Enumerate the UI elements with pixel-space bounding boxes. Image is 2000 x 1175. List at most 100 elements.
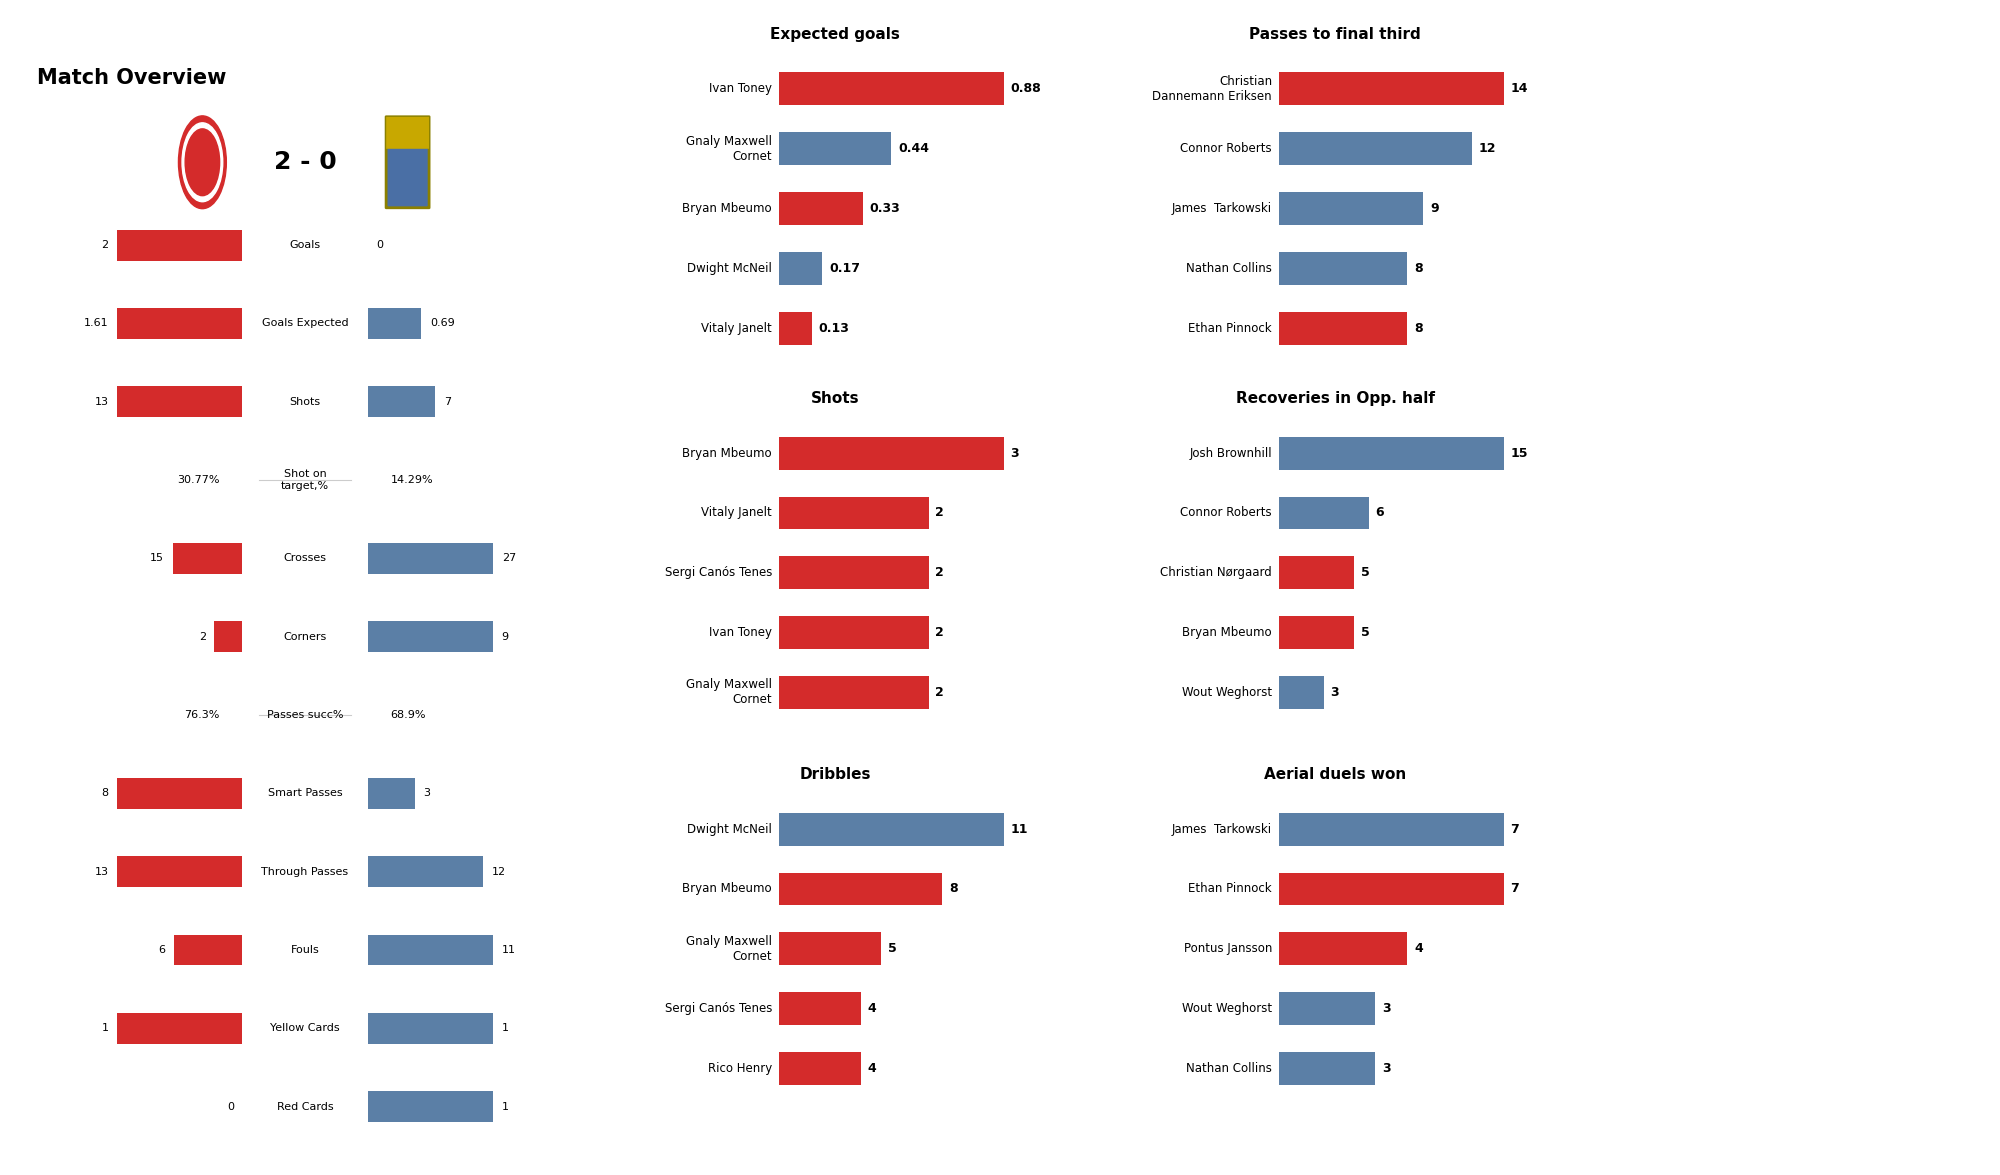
- Text: 0.33: 0.33: [870, 202, 900, 215]
- Text: 8: 8: [102, 788, 108, 798]
- Text: 13: 13: [94, 867, 108, 877]
- Text: 6: 6: [1376, 506, 1384, 519]
- Text: Bryan Mbeumo: Bryan Mbeumo: [682, 882, 772, 895]
- Text: 8: 8: [1414, 262, 1422, 275]
- Text: Crosses: Crosses: [284, 553, 326, 563]
- Text: Shots: Shots: [290, 397, 320, 407]
- Text: 0.17: 0.17: [828, 262, 860, 275]
- Text: 0.88: 0.88: [1010, 82, 1042, 95]
- Bar: [116, 1013, 242, 1043]
- Text: Goals Expected: Goals Expected: [262, 318, 348, 329]
- Bar: [1278, 556, 1354, 590]
- Text: Vitaly Janelt: Vitaly Janelt: [702, 506, 772, 519]
- Text: 1: 1: [502, 1023, 508, 1033]
- Text: Ethan Pinnock: Ethan Pinnock: [1188, 882, 1272, 895]
- Bar: [778, 676, 928, 709]
- Text: Gnaly Maxwell
Cornet: Gnaly Maxwell Cornet: [686, 678, 772, 706]
- Bar: [778, 556, 928, 590]
- Title: Dribbles: Dribbles: [800, 767, 870, 781]
- Text: 27: 27: [502, 553, 516, 563]
- Bar: [778, 311, 812, 344]
- Text: 30.77%: 30.77%: [176, 475, 220, 485]
- Bar: [778, 992, 860, 1025]
- Text: 68.9%: 68.9%: [390, 710, 426, 720]
- Circle shape: [186, 129, 220, 196]
- Text: 14.29%: 14.29%: [390, 475, 434, 485]
- Text: 1.61: 1.61: [84, 318, 108, 329]
- Text: 4: 4: [868, 1002, 876, 1015]
- Text: 6: 6: [158, 945, 166, 955]
- Text: 5: 5: [1360, 626, 1370, 639]
- Circle shape: [182, 123, 222, 202]
- Title: Shots: Shots: [810, 391, 860, 405]
- Bar: [368, 778, 414, 808]
- Bar: [1278, 251, 1408, 284]
- Circle shape: [178, 116, 226, 209]
- Text: Goals: Goals: [290, 240, 320, 250]
- Text: 2: 2: [936, 626, 944, 639]
- Bar: [116, 857, 242, 887]
- Bar: [368, 622, 494, 652]
- Bar: [172, 543, 242, 573]
- Bar: [214, 622, 242, 652]
- Text: Christian
Dannemann Eriksen: Christian Dannemann Eriksen: [1152, 75, 1272, 103]
- Text: 13: 13: [94, 397, 108, 407]
- Text: 15: 15: [1510, 446, 1528, 459]
- Text: Pontus Jansson: Pontus Jansson: [1184, 942, 1272, 955]
- Bar: [1278, 73, 1504, 106]
- Text: Bryan Mbeumo: Bryan Mbeumo: [682, 446, 772, 459]
- Text: 8: 8: [1414, 322, 1422, 335]
- Text: Gnaly Maxwell
Cornet: Gnaly Maxwell Cornet: [686, 135, 772, 162]
- Text: 2: 2: [198, 632, 206, 642]
- Bar: [1278, 497, 1368, 530]
- Text: Dwight McNeil: Dwight McNeil: [688, 822, 772, 835]
- Text: Bryan Mbeumo: Bryan Mbeumo: [1182, 626, 1272, 639]
- Text: Ethan Pinnock: Ethan Pinnock: [1188, 322, 1272, 335]
- Bar: [368, 543, 494, 573]
- Bar: [778, 497, 928, 530]
- Bar: [368, 934, 494, 966]
- Text: Dwight McNeil: Dwight McNeil: [688, 262, 772, 275]
- Text: 5: 5: [888, 942, 896, 955]
- Bar: [1278, 616, 1354, 649]
- Bar: [778, 616, 928, 649]
- Text: 14: 14: [1510, 82, 1528, 95]
- Text: Connor Roberts: Connor Roberts: [1180, 506, 1272, 519]
- Bar: [1278, 192, 1424, 226]
- Bar: [1278, 813, 1504, 846]
- Bar: [778, 1052, 860, 1085]
- Text: 15: 15: [150, 553, 164, 563]
- Bar: [116, 229, 242, 261]
- Text: Through Passes: Through Passes: [262, 867, 348, 877]
- Title: Aerial duels won: Aerial duels won: [1264, 767, 1406, 781]
- Text: 9: 9: [1430, 202, 1438, 215]
- Bar: [778, 133, 892, 166]
- Text: 7: 7: [444, 397, 450, 407]
- Text: Connor Roberts: Connor Roberts: [1180, 142, 1272, 155]
- Title: Passes to final third: Passes to final third: [1250, 27, 1420, 41]
- Bar: [778, 437, 1004, 470]
- Bar: [1278, 311, 1408, 344]
- Bar: [368, 1013, 494, 1043]
- Text: Wout Weghorst: Wout Weghorst: [1182, 686, 1272, 699]
- Title: Expected goals: Expected goals: [770, 27, 900, 41]
- Text: 4: 4: [1414, 942, 1422, 955]
- Text: Shot on
target,%: Shot on target,%: [280, 469, 330, 491]
- Title: Recoveries in Opp. half: Recoveries in Opp. half: [1236, 391, 1434, 405]
- Text: 2: 2: [102, 240, 108, 250]
- Text: 3: 3: [1382, 1002, 1390, 1015]
- Text: Passes succ%: Passes succ%: [266, 710, 344, 720]
- Text: Fouls: Fouls: [290, 945, 320, 955]
- Text: 2: 2: [936, 506, 944, 519]
- Bar: [116, 778, 242, 808]
- Text: 3: 3: [424, 788, 430, 798]
- Text: 11: 11: [1010, 822, 1028, 835]
- Bar: [1278, 676, 1324, 709]
- Bar: [778, 251, 822, 284]
- Text: Corners: Corners: [284, 632, 326, 642]
- Text: 9: 9: [502, 632, 508, 642]
- Bar: [1278, 133, 1472, 166]
- Text: 5: 5: [1360, 566, 1370, 579]
- Text: Josh Brownhill: Josh Brownhill: [1190, 446, 1272, 459]
- Text: 3: 3: [1010, 446, 1020, 459]
